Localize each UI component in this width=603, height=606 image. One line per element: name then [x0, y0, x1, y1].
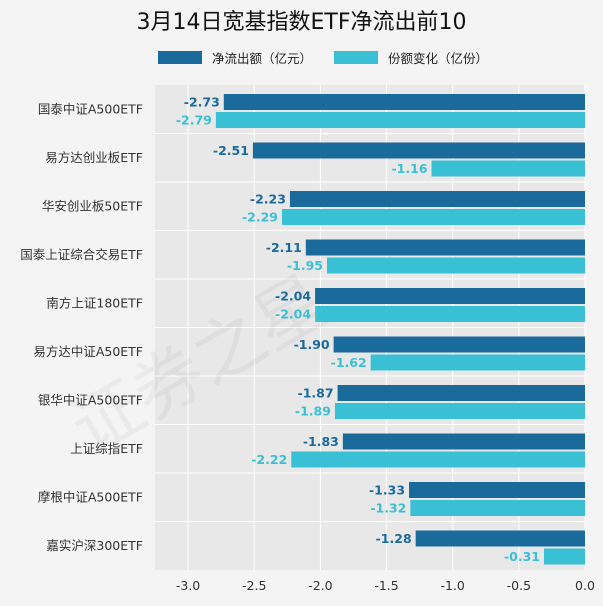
x-tick-label: -2.5: [242, 578, 266, 593]
bar-share-change: [315, 306, 585, 322]
bar-share-change: [543, 548, 585, 565]
data-label-share-change: -2.29: [242, 210, 278, 225]
category-label: 易方达中证A50ETF: [33, 344, 143, 359]
chart-title: 3月14日宽基指数ETF净流出前10: [136, 10, 467, 35]
data-label-net-outflow: -2.11: [266, 240, 302, 255]
data-label-net-outflow: -1.83: [303, 434, 339, 449]
x-tick-label: -2.0: [308, 578, 332, 593]
bar-net-outflow: [223, 94, 586, 110]
x-tick-label: -1.5: [374, 578, 398, 593]
category-label: 上证综指ETF: [70, 441, 143, 456]
data-label-share-change: -2.04: [275, 307, 311, 322]
x-tick-label: -3.0: [176, 578, 200, 593]
bar-net-outflow: [315, 288, 585, 304]
legend-label-net-outflow: 净流出额（亿元）: [212, 50, 313, 66]
category-label: 华安创业板50ETF: [42, 198, 143, 213]
data-label-share-change: -2.79: [176, 113, 212, 128]
bar-share-change: [410, 500, 585, 516]
category-label: 嘉实沪深300ETF: [46, 538, 143, 553]
data-label-share-change: -1.16: [391, 161, 427, 176]
data-label-share-change: -1.62: [331, 355, 367, 370]
data-label-net-outflow: -2.51: [213, 143, 249, 158]
bar-share-change: [327, 257, 585, 274]
bar-net-outflow: [252, 142, 585, 159]
data-label-share-change: -2.22: [251, 452, 287, 467]
data-label-net-outflow: -1.87: [298, 386, 334, 401]
bar-net-outflow: [289, 191, 585, 207]
legend-item-share-change: 份额变化（亿份）: [334, 48, 488, 66]
x-tick-label: 0.0: [575, 578, 595, 593]
bar-net-outflow: [415, 530, 585, 547]
category-label: 易方达创业板ETF: [45, 150, 143, 165]
legend-label-share-change: 份额变化（亿份）: [388, 50, 489, 66]
data-label-share-change: -0.31: [504, 549, 540, 564]
data-label-net-outflow: -1.28: [376, 531, 412, 546]
bar-share-change: [334, 403, 585, 419]
bar-net-outflow: [337, 385, 585, 401]
data-label-net-outflow: -1.33: [369, 483, 405, 498]
bar-share-change: [370, 354, 585, 371]
legend-swatch-net-outflow: [158, 50, 202, 64]
legend-item-net-outflow: 净流出额（亿元）: [158, 48, 312, 66]
category-label: 国泰上证综合交易ETF: [20, 247, 143, 262]
bar-net-outflow: [333, 336, 585, 353]
bar-net-outflow: [305, 239, 585, 256]
data-label-net-outflow: -2.04: [275, 289, 311, 304]
x-tick-label: -1.0: [440, 578, 464, 593]
x-tick-label: -0.5: [507, 578, 531, 593]
data-label-net-outflow: -2.23: [250, 192, 286, 207]
bar-share-change: [215, 112, 585, 128]
data-label-share-change: -1.32: [370, 501, 406, 516]
bar-share-change: [282, 209, 585, 225]
category-label: 摩根中证A500ETF: [38, 489, 143, 504]
bar-share-change: [431, 160, 585, 177]
data-label-net-outflow: -2.73: [184, 95, 220, 110]
category-label: 南方上证180ETF: [46, 295, 143, 310]
data-label-share-change: -1.95: [287, 258, 323, 273]
bar-share-change: [291, 451, 585, 468]
bar-net-outflow: [409, 482, 585, 498]
data-label-net-outflow: -1.90: [294, 337, 330, 352]
data-label-share-change: -1.89: [295, 404, 331, 419]
bar-net-outflow: [342, 433, 585, 450]
legend-swatch-share-change: [334, 50, 378, 64]
category-label: 银华中证A500ETF: [38, 392, 143, 407]
category-label: 国泰中证A500ETF: [38, 101, 143, 116]
